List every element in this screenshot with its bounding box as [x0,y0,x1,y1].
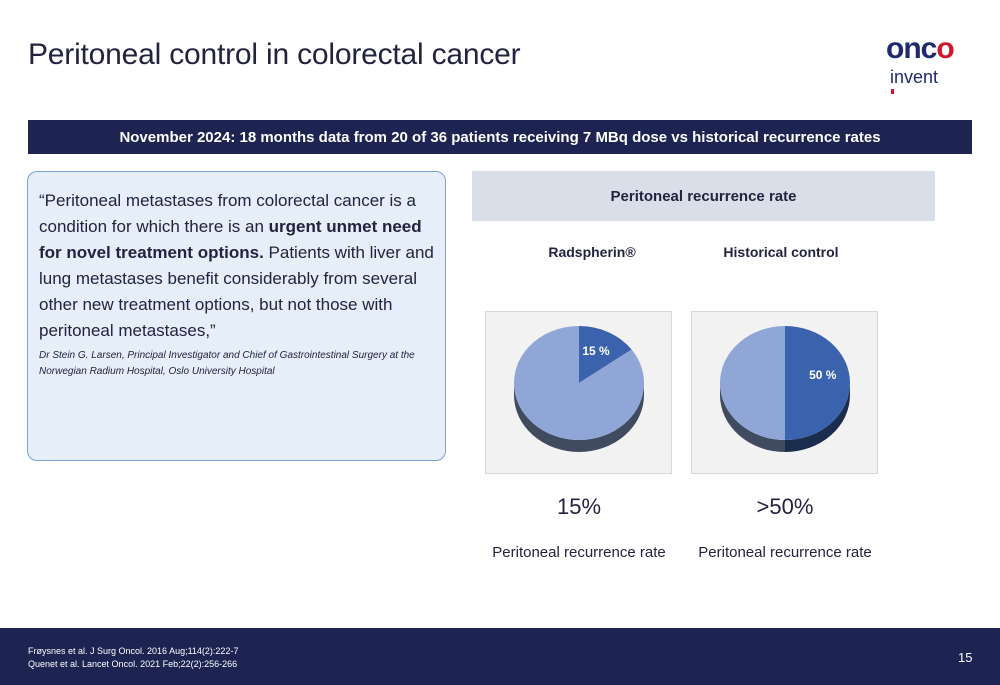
pie-chart-radspherin: 15 % [514,326,644,452]
pie-panel-radspherin: 15 % [485,311,672,474]
caption-historical: Peritoneal recurrence rate [698,544,872,561]
value-historical: >50% [756,494,814,519]
quote-attribution: Dr Stein G. Larsen, Principal Investigat… [39,350,415,377]
reference-2: Quenet et al. Lancet Oncol. 2021 Feb;22(… [28,659,238,669]
pie-side-0 [785,383,850,452]
quote-box: “Peritoneal metastases from colorectal c… [27,171,446,461]
logo-accent-mark [891,89,894,94]
reference-1: Frøysnes et al. J Surg Oncol. 2016 Aug;1… [28,646,239,656]
page-number: 15 [958,650,973,665]
pie-slice-0 [579,326,632,383]
quote-text: “Peritoneal metastases from colorectal c… [39,188,439,344]
logo-text-main: onc [886,32,937,65]
value-radspherin: 15% [556,494,602,519]
quote-part-1: “Peritoneal metastases from colorectal c… [39,191,416,236]
logo-subtext: invent [890,67,939,87]
chart-header: Peritoneal recurrence rate [472,171,935,221]
logo-text-accent: o [936,32,954,65]
pie-panel-historical: 50 % [691,311,878,474]
caption-radspherin: Peritoneal recurrence rate [492,544,666,561]
company-logo: onco invent [884,32,976,94]
pie-data-label-0: 15 % [582,344,610,358]
quote-emphasis: urgent unmet need for novel treatment op… [39,217,422,262]
pie-data-label-0: 50 % [809,368,837,382]
pie-slice-1 [720,326,785,440]
pie-slice-0 [785,326,850,440]
pie-chart-historical: 50 % [720,326,850,452]
pie-side-1 [514,383,644,452]
pie-side-1 [720,383,785,452]
summary-banner: November 2024: 18 months data from 20 of… [28,120,972,154]
chart-title-historical: Historical control [723,244,839,260]
page-title: Peritoneal control in colorectal cancer [28,38,521,71]
quote-part-2: Patients with liver and lung metastases … [39,243,434,340]
chart-title-radspherin: Radspherin® [548,244,636,260]
footer: Frøysnes et al. J Surg Oncol. 2016 Aug;1… [0,628,1000,685]
pie-slice-1 [514,326,644,440]
